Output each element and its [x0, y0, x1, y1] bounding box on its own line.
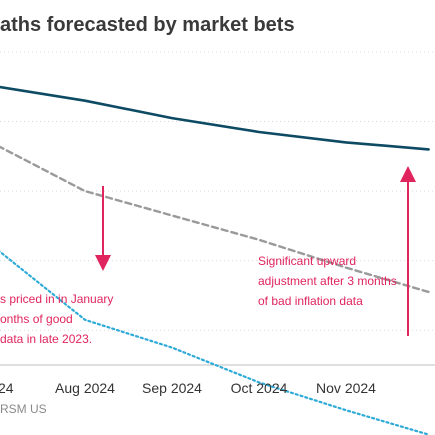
annotation-2: Significant upward adjustment after 3 mon…: [258, 254, 397, 308]
arrow-down-head: [95, 255, 111, 271]
x-tick-label: 2024: [0, 380, 14, 396]
annotations: s priced in in January onths of good data …: [0, 254, 397, 346]
annotation-line: s priced in in January: [0, 292, 113, 306]
annotation-arrows: [95, 166, 416, 336]
series-line-1: [0, 85, 430, 151]
annotation-line: of bad inflation data: [258, 294, 363, 308]
annotation-line: Significant upward: [258, 254, 356, 268]
source-note: RSM US: [0, 402, 47, 416]
chart-title: aths forecasted by market bets: [0, 14, 295, 36]
annotation-line: onths of good: [0, 312, 73, 326]
arrow-up-head: [400, 166, 416, 182]
series-lines: [0, 85, 430, 435]
x-tick-label: Nov 2024: [316, 380, 376, 396]
series-line-2: [0, 145, 430, 294]
x-tick-labels: 2024 Aug 2024 Sep 2024 Oct 2024 Nov 2024: [0, 380, 376, 396]
annotation-1: s priced in in January onths of good data …: [0, 292, 113, 346]
x-tick-label: Oct 2024: [231, 380, 288, 396]
annotation-line: adjustment after 3 months: [258, 274, 397, 288]
series-line-3: [0, 250, 430, 435]
x-tick-label: Sep 2024: [142, 380, 202, 396]
annotation-line: data in late 2023.: [0, 332, 92, 346]
grid-lines: [0, 51, 435, 331]
x-tick-label: Aug 2024: [55, 380, 115, 396]
